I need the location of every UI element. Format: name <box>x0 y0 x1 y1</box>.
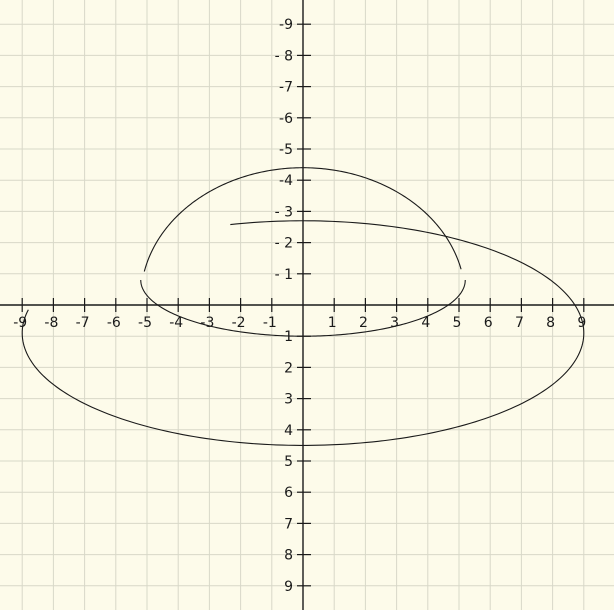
y-tick-label: 7 <box>284 516 293 532</box>
x-tick-label: 7 <box>515 315 524 331</box>
y-tick-label: 5 <box>284 454 293 470</box>
y-tick-label: -4 <box>279 173 293 189</box>
y-tick-label: - 1 <box>275 267 293 283</box>
x-tick-label: 3 <box>390 315 399 331</box>
x-tick-label: -4 <box>169 315 183 331</box>
x-tick-label: -5 <box>138 315 152 331</box>
x-tick-label: -1 <box>263 315 277 331</box>
y-tick-label: -7 <box>279 80 293 96</box>
y-axis-ticks: -9 - 8 -7 -6 -5 -4 - 3 - 2 - 1 1 2 3 4 5 6 7 8 9 <box>275 17 311 595</box>
y-tick-label: 6 <box>284 485 293 501</box>
y-tick-label: 4 <box>284 423 293 439</box>
x-tick-label: 5 <box>453 315 462 331</box>
y-tick-label: - 3 <box>275 204 293 220</box>
x-axis-ticks: -9 -8 -7 -6 -5 -4 -3 -2 -1 1 2 3 4 5 6 7 8 9 <box>13 298 586 331</box>
x-tick-label: 9 <box>577 315 586 331</box>
y-tick-label: 3 <box>284 392 293 408</box>
y-tick-label: 8 <box>284 548 293 564</box>
x-tick-label: -6 <box>107 315 121 331</box>
y-tick-label: - 2 <box>275 236 293 252</box>
x-tick-label: 1 <box>328 315 337 331</box>
y-tick-label: 2 <box>284 360 293 376</box>
x-tick-label: -9 <box>13 315 27 331</box>
y-tick-label: 9 <box>284 579 293 595</box>
y-tick-label: -9 <box>279 17 293 33</box>
y-tick-label: 1 <box>284 329 293 345</box>
x-tick-label: 4 <box>421 315 430 331</box>
x-tick-label: 8 <box>546 315 555 331</box>
x-tick-label: -2 <box>232 315 246 331</box>
x-tick-label: -7 <box>76 315 90 331</box>
curve-1 <box>21 220 585 446</box>
y-tick-label: -6 <box>279 111 293 127</box>
curve-2 <box>143 167 462 272</box>
y-tick-label: - 8 <box>275 48 293 64</box>
x-tick-label: 2 <box>359 315 368 331</box>
x-tick-label: -8 <box>44 315 58 331</box>
y-tick-label: -5 <box>279 142 293 158</box>
x-tick-label: -3 <box>200 315 214 331</box>
x-tick-label: 6 <box>484 315 493 331</box>
